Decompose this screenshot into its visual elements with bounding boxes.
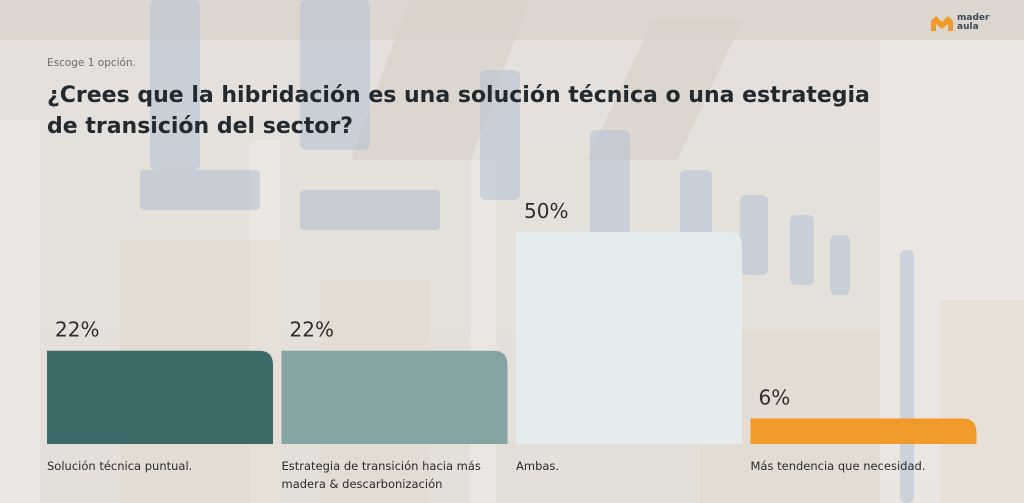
brand-logo-text: mader aula [957,14,993,32]
category-label-3: Ambas. [516,459,560,473]
category-label-2: Estrategia de transición hacia más mader… [281,459,481,491]
bar-1 [47,350,273,444]
maderaula-logo-icon [931,16,953,31]
bar-value-label-2: 22% [290,318,334,342]
instruction-text: Escoge 1 opción. [47,57,136,69]
bar-value-label-3: 50% [524,199,568,223]
brand-logo-line1: mader [957,13,990,23]
bar-value-label-4: 6% [759,386,791,410]
bar-4 [750,418,977,444]
bar-3 [516,232,742,444]
category-label-1: Solución técnica puntual. [47,459,193,473]
bar-value-label-1: 22% [55,318,99,342]
brand-logo-line2: aula [957,22,979,32]
bar-2 [281,350,508,444]
question-title: ¿Crees que la hibridación es una solució… [47,83,870,139]
category-label-4: Más tendencia que necesidad. [750,459,926,473]
brand-logo: mader aula [931,14,993,32]
